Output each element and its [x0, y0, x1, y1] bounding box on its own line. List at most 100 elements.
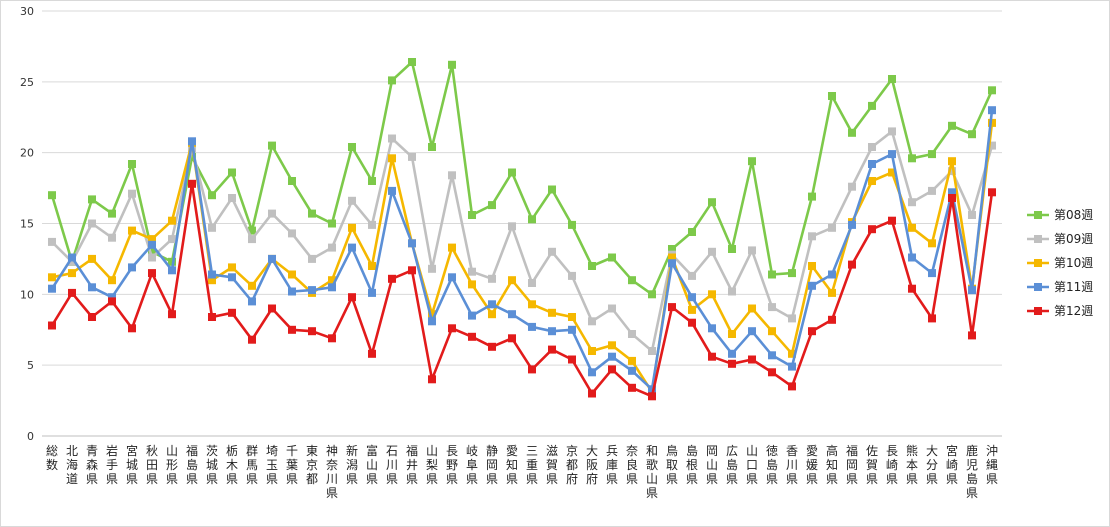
data-point [88, 219, 96, 228]
data-point [88, 254, 96, 263]
data-point [848, 182, 856, 191]
data-point [488, 274, 496, 283]
data-point [508, 276, 516, 285]
data-point [48, 273, 56, 282]
data-point [68, 269, 76, 278]
data-point [868, 160, 876, 168]
data-point [668, 245, 676, 253]
data-point [508, 310, 516, 319]
x-tick-label: 岩手県 [106, 443, 118, 486]
data-point [428, 375, 436, 384]
data-point [168, 235, 176, 244]
data-point [888, 216, 896, 225]
data-point [108, 297, 116, 306]
data-point [748, 304, 756, 313]
data-point [668, 303, 676, 312]
data-point [708, 198, 716, 207]
data-point [68, 253, 76, 262]
x-tick-label: 新潟県 [346, 443, 358, 486]
data-point [48, 237, 56, 246]
data-point [928, 186, 936, 195]
data-point [768, 368, 776, 377]
data-point [628, 383, 636, 392]
legend-swatch-marker [1034, 235, 1042, 243]
data-point [88, 283, 96, 292]
data-point [728, 349, 736, 358]
x-tick-label: 山口県 [746, 444, 758, 486]
data-point [388, 274, 396, 283]
x-tick-label: 広島県 [726, 444, 738, 486]
data-point [88, 195, 96, 204]
data-point [588, 262, 596, 270]
data-point [908, 154, 916, 163]
x-tick-label: 茨城県 [206, 444, 218, 486]
data-point [808, 281, 816, 290]
data-point [968, 211, 976, 219]
data-point [168, 266, 176, 275]
data-point [208, 313, 216, 321]
data-point [348, 293, 356, 302]
data-point [648, 290, 656, 299]
data-point [248, 226, 256, 235]
data-point [268, 209, 276, 218]
data-point [728, 359, 736, 368]
data-point [528, 365, 536, 374]
data-point [68, 257, 76, 266]
data-point [368, 288, 376, 297]
data-point [468, 311, 476, 320]
x-tick-label: 山形県 [166, 444, 178, 486]
data-point [548, 185, 556, 194]
data-point [588, 389, 596, 398]
data-point [808, 327, 816, 336]
data-point [868, 101, 876, 110]
x-tick-label: 岐阜県 [466, 444, 478, 486]
data-point [648, 347, 656, 355]
data-point [408, 58, 416, 66]
x-tick-label: 兵庫県 [606, 444, 618, 486]
data-point [728, 287, 736, 296]
data-point [668, 259, 676, 268]
x-tick-label: 福井県 [406, 443, 418, 486]
data-point [968, 331, 976, 340]
data-point [208, 223, 216, 232]
data-point [748, 327, 756, 336]
x-tick-label: 香川県 [786, 444, 798, 486]
x-tick-label: 福岡県 [846, 443, 858, 486]
x-tick-label: 熊本県 [906, 443, 918, 486]
data-point [328, 243, 336, 252]
data-point [348, 243, 356, 252]
data-point [768, 351, 776, 360]
data-point [188, 179, 196, 188]
legend-swatch-marker [1034, 307, 1042, 315]
y-tick-label: 10 [20, 288, 34, 301]
series-line [50, 110, 994, 391]
data-point [548, 345, 556, 354]
x-tick-label: 高知県 [826, 443, 838, 486]
x-tick-label: 石川県 [386, 444, 398, 486]
data-point [68, 288, 76, 297]
data-point [688, 228, 696, 236]
data-point [928, 269, 936, 278]
data-point [468, 332, 476, 341]
data-point [628, 366, 636, 375]
data-point [248, 297, 256, 306]
series-line [50, 182, 994, 398]
data-point [168, 310, 176, 319]
x-tick-label: 大阪府 [586, 444, 598, 486]
data-point [488, 300, 496, 309]
x-tick-label: 宮崎県 [946, 443, 958, 486]
data-point [688, 305, 696, 314]
data-point [448, 324, 456, 333]
data-point [188, 137, 196, 146]
data-point [948, 194, 956, 202]
legend-label: 第10週 [1054, 256, 1093, 270]
x-axis-labels: 総数北海道青森県岩手県宮城県秋田県山形県福島県茨城県栃木県群馬県埼玉県千葉県東京… [46, 443, 998, 500]
data-point [588, 317, 596, 326]
data-point [708, 247, 716, 256]
data-point [288, 229, 296, 238]
data-point [848, 128, 856, 137]
data-point [328, 276, 336, 285]
data-point [788, 269, 796, 278]
